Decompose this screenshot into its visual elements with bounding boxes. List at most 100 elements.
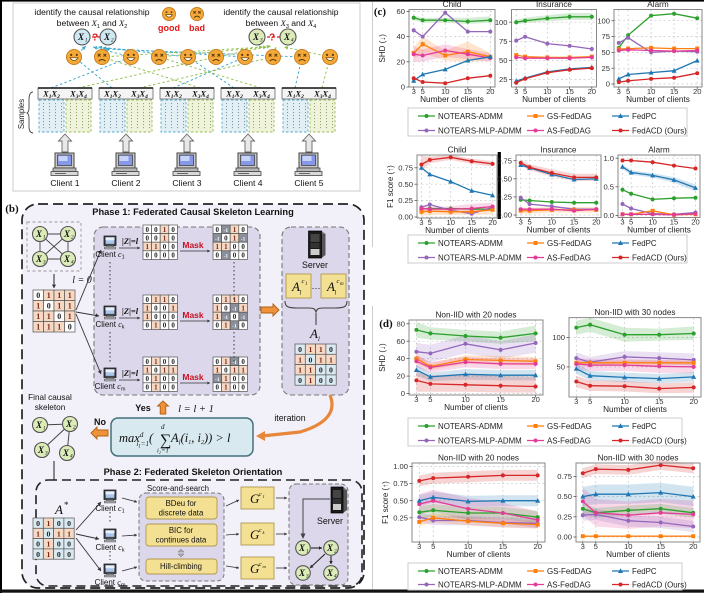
svg-text:3: 3 [581, 542, 585, 551]
svg-text:5: 5 [421, 87, 425, 96]
svg-text:20: 20 [592, 218, 600, 227]
svg-text:1: 1 [233, 226, 237, 234]
svg-text:3: 3 [514, 87, 518, 96]
svg-text:Client 1: Client 1 [50, 178, 79, 188]
svg-text:3: 3 [44, 451, 48, 457]
svg-text:1: 1 [216, 366, 220, 374]
svg-text:Client c1: Client c1 [95, 250, 124, 261]
svg-text:50: 50 [602, 48, 610, 57]
svg-text:0: 0 [308, 355, 312, 364]
svg-text:Client ck: Client ck [96, 320, 125, 331]
svg-text:Mask: Mask [182, 372, 204, 382]
svg-text:0: 0 [163, 243, 167, 251]
svg-text:1: 1 [319, 345, 323, 354]
svg-text:15: 15 [670, 218, 678, 227]
svg-text:0: 0 [163, 375, 167, 383]
svg-text:0.75: 0.75 [398, 163, 413, 172]
svg-text:Client 2: Client 2 [111, 178, 140, 188]
svg-text:BIC for: BIC for [169, 526, 194, 535]
svg-text:1: 1 [154, 375, 158, 383]
svg-text:-1: -1 [215, 236, 220, 242]
svg-text:3: 3 [414, 395, 418, 404]
svg-text:l: l [300, 290, 302, 297]
svg-text:1: 1 [263, 494, 265, 499]
svg-text:15: 15 [467, 218, 475, 227]
svg-text:0: 0 [224, 366, 228, 374]
svg-text:0: 0 [163, 322, 167, 330]
svg-text:0: 0 [329, 345, 333, 354]
svg-text:2: 2 [111, 38, 114, 44]
svg-text:0.75: 0.75 [557, 472, 572, 481]
svg-text:NOTEARS-ADMM: NOTEARS-ADMM [438, 112, 503, 121]
svg-text:4: 4 [70, 453, 73, 460]
svg-text:0.5: 0.5 [603, 182, 614, 191]
svg-text:1: 1 [163, 366, 167, 374]
svg-text:20: 20 [588, 87, 596, 96]
svg-text:2: 2 [71, 235, 74, 241]
svg-text:0: 0 [154, 313, 158, 321]
svg-text:1: 1 [68, 291, 72, 300]
svg-text:0: 0 [171, 322, 175, 330]
svg-text:0: 0 [224, 234, 228, 242]
svg-text:Alarm: Alarm [648, 146, 670, 155]
svg-text:15: 15 [570, 218, 578, 227]
svg-text:1: 1 [47, 291, 51, 300]
svg-text:3: 3 [42, 260, 46, 266]
svg-text:1: 1 [36, 302, 40, 311]
svg-text:0.50: 0.50 [398, 180, 413, 189]
svg-text:X: X [298, 568, 306, 578]
svg-text:1: 1 [233, 296, 237, 304]
svg-text:F1 score (↑): F1 score (↑) [386, 165, 395, 208]
svg-text:5: 5 [588, 397, 592, 406]
svg-text:between X3 and X4: between X3 and X4 [246, 18, 317, 30]
svg-text:Client 5: Client 5 [294, 178, 323, 188]
svg-text:0: 0 [171, 252, 175, 260]
svg-text:15: 15 [496, 395, 504, 404]
svg-text:0: 0 [319, 366, 323, 375]
svg-text:Non-IID with 20 nodes: Non-IID with 20 nodes [435, 311, 516, 320]
svg-text:5: 5 [626, 87, 630, 96]
svg-text:?: ? [269, 33, 275, 44]
svg-text:10: 10 [461, 395, 469, 404]
svg-text:FedPC: FedPC [632, 112, 657, 121]
svg-text:identify the causal relationsh: identify the causal relationship [223, 7, 338, 17]
svg-text:0.00: 0.00 [497, 211, 512, 220]
svg-text:0: 0 [154, 234, 158, 242]
svg-text:Child: Child [443, 0, 462, 9]
svg-text:10: 10 [548, 218, 556, 227]
svg-text:0: 0 [241, 358, 245, 366]
svg-text:good: good [158, 23, 180, 33]
svg-text:NOTEARS-MLP-ADMM: NOTEARS-MLP-ADMM [438, 436, 522, 445]
svg-text:X: X [35, 229, 43, 239]
svg-text:0.50: 0.50 [393, 496, 408, 505]
svg-text:A: A [309, 326, 318, 341]
svg-text:0: 0 [57, 519, 61, 528]
svg-text:(b): (b) [5, 203, 19, 215]
svg-text:Al(i1, i2)) > l: Al(i1, i2)) > l [170, 431, 231, 447]
svg-text:FedPC: FedPC [632, 567, 657, 576]
svg-text:3: 3 [419, 218, 423, 227]
svg-text:15: 15 [464, 87, 472, 96]
svg-text:20: 20 [531, 395, 539, 404]
svg-text:X: X [283, 32, 291, 42]
svg-text:0: 0 [36, 540, 40, 549]
svg-text:1: 1 [154, 322, 158, 330]
svg-text:0: 0 [146, 358, 150, 366]
svg-text:NOTEARS-MLP-ADMM: NOTEARS-MLP-ADMM [438, 580, 522, 589]
svg-text:0: 0 [146, 226, 150, 234]
svg-text:5: 5 [431, 542, 435, 551]
svg-text:Number of clients: Number of clients [527, 226, 591, 235]
svg-text:0: 0 [68, 323, 72, 332]
svg-text:25: 25 [602, 64, 610, 73]
svg-text:1: 1 [154, 384, 158, 392]
svg-text:FedACD (Ours): FedACD (Ours) [632, 126, 687, 135]
svg-text:1: 1 [68, 302, 72, 311]
svg-text:Final causal: Final causal [28, 393, 72, 402]
svg-text:-1: -1 [232, 360, 237, 366]
svg-text:X: X [35, 420, 43, 430]
svg-text:Insurance: Insurance [536, 0, 572, 9]
svg-text:Mask: Mask [182, 310, 204, 320]
svg-text:GS-FedDAG: GS-FedDAG [547, 422, 592, 431]
svg-text:20: 20 [397, 372, 405, 381]
svg-text:1: 1 [154, 243, 158, 251]
